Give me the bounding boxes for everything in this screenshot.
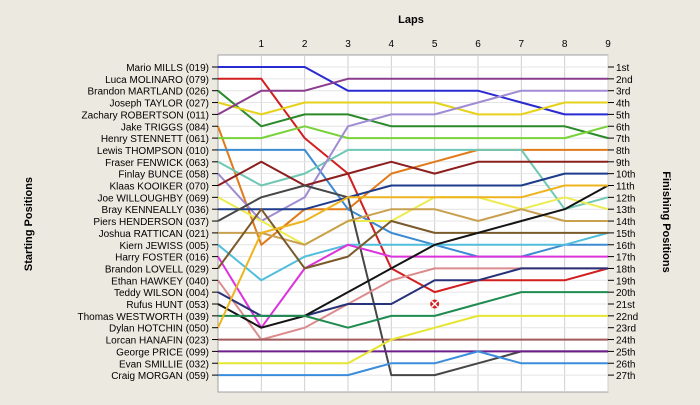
finishing-position-label: 27th (616, 371, 635, 382)
series-line (217, 184, 608, 329)
starting-position-label: Mario MILLS (019) (126, 63, 209, 74)
finishing-position-label: 12th (616, 193, 635, 204)
starting-position-label: Ethan HAWKEY (040) (111, 276, 209, 287)
starting-position-label: Kiern JEWISS (005) (120, 241, 209, 252)
starting-position-label: Klaas KOOIKER (070) (110, 182, 209, 193)
finishing-position-label: 16th (616, 241, 635, 252)
x-tick-label: 4 (389, 39, 395, 50)
starting-position-label: Rufus HUNT (053) (126, 300, 209, 311)
y-axis-title-right: Finishing Positions (660, 171, 672, 272)
starting-position-label: Bray KENNEALLY (036) (102, 205, 209, 216)
finishing-position-label: 15th (616, 229, 635, 240)
starting-position-label: Henry STENNETT (061) (101, 134, 209, 145)
series-line (217, 89, 609, 140)
series-line (217, 231, 609, 282)
markers (430, 299, 440, 309)
starting-position-label: Zachary ROBERTSON (011) (82, 110, 209, 121)
finishing-position-label: 10th (616, 170, 635, 181)
x-tick-label: 8 (562, 39, 568, 50)
starting-position-label: Finlay BUNCE (058) (118, 170, 209, 181)
series-line (218, 148, 608, 258)
series-line (218, 314, 608, 365)
finishing-position-label: 3rd (616, 87, 630, 98)
x-tick-label: 5 (432, 39, 438, 50)
starting-position-label: Joshua RATTICAN (021) (99, 229, 209, 240)
starting-position-label: Thomas WESTWORTH (039) (78, 312, 210, 323)
starting-position-label: Harry FOSTER (016) (115, 253, 209, 264)
finishing-position-label: 7th (616, 134, 630, 145)
finishing-position-label: 17th (616, 253, 635, 264)
starting-position-label: Lewis THOMPSON (010) (97, 146, 209, 157)
chart-title: Laps (398, 14, 424, 26)
finishing-position-label: 8th (616, 146, 630, 157)
finishing-position-label: 11th (616, 182, 635, 193)
finishing-position-label: 13th (616, 205, 635, 216)
finishing-position-label: 4th (616, 99, 630, 110)
series-line (217, 77, 608, 116)
starting-position-label: Joe WILLOUGHBY (069) (97, 193, 209, 204)
starting-position-label: Evan SMILLIE (032) (119, 359, 209, 370)
starting-position-label: Luca MOLINARO (079) (105, 75, 209, 86)
series-line (218, 172, 608, 211)
starting-position-label: Jake TRIGGS (084) (121, 122, 209, 133)
finishing-position-label: 18th (616, 264, 635, 275)
x-tick-label: 1 (259, 39, 265, 50)
starting-position-label: Joseph TAYLOR (027) (110, 99, 210, 110)
finishing-position-label: 23rd (616, 324, 636, 335)
series-line (218, 291, 608, 329)
finishing-position-label: 20th (616, 288, 635, 299)
finishing-position-label: 5th (616, 110, 630, 121)
series-lines (217, 66, 609, 377)
x-tick-label: 9 (605, 39, 611, 50)
finishing-position-label: 19th (616, 276, 635, 287)
finishing-position-label: 9th (616, 158, 630, 169)
starting-position-label: Brandon MARTLAND (026) (87, 87, 209, 98)
series-line (217, 184, 609, 329)
starting-position-label: Craig MORGAN (059) (111, 371, 209, 382)
starting-position-label: Dylan HOTCHIN (050) (109, 324, 209, 335)
retirement-marker-cross (431, 300, 439, 308)
finishing-position-label: 21st (616, 300, 635, 311)
finishing-position-label: 25th (616, 347, 635, 358)
starting-position-label: Brandon LOVELL (029) (105, 264, 209, 275)
starting-position-labels: Mario MILLS (019)Luca MOLINARO (079)Bran… (78, 63, 218, 382)
series-line (218, 350, 608, 377)
series-line (217, 101, 608, 116)
finishing-position-label: 1st (616, 63, 630, 74)
x-tick-labels: 1 2 3 4 5 6 7 8 9 (259, 39, 612, 50)
finishing-position-label: 2nd (616, 75, 633, 86)
plot-area (217, 54, 609, 393)
starting-position-label: George PRICE (099) (116, 347, 209, 358)
finishing-position-label: 22nd (616, 312, 638, 323)
starting-position-label: Piers HENDERSON (037) (93, 217, 209, 228)
series-line (218, 125, 609, 140)
x-tick-label: 6 (475, 39, 481, 50)
finishing-position-label: 24th (616, 336, 635, 347)
x-tick-label: 7 (519, 39, 525, 50)
starting-position-label: Lorcan HANAFIN (023) (106, 336, 209, 347)
series-line (217, 208, 608, 270)
x-tick-label: 2 (302, 39, 308, 50)
series-line (217, 160, 608, 187)
starting-position-label: Teddy WILSON (004) (114, 288, 209, 299)
finishing-position-label: 6th (616, 122, 630, 133)
y-axis-title-left: Starting Positions (23, 177, 35, 271)
finishing-position-label: 14th (616, 217, 635, 228)
finishing-position-label: 26th (616, 359, 635, 370)
x-tick-label: 3 (345, 39, 351, 50)
finishing-position-labels: 1st2nd3rd4th5th6th7th8th9th10th11th12th1… (608, 63, 638, 382)
starting-position-label: Fraser FENWICK (063) (105, 158, 209, 169)
